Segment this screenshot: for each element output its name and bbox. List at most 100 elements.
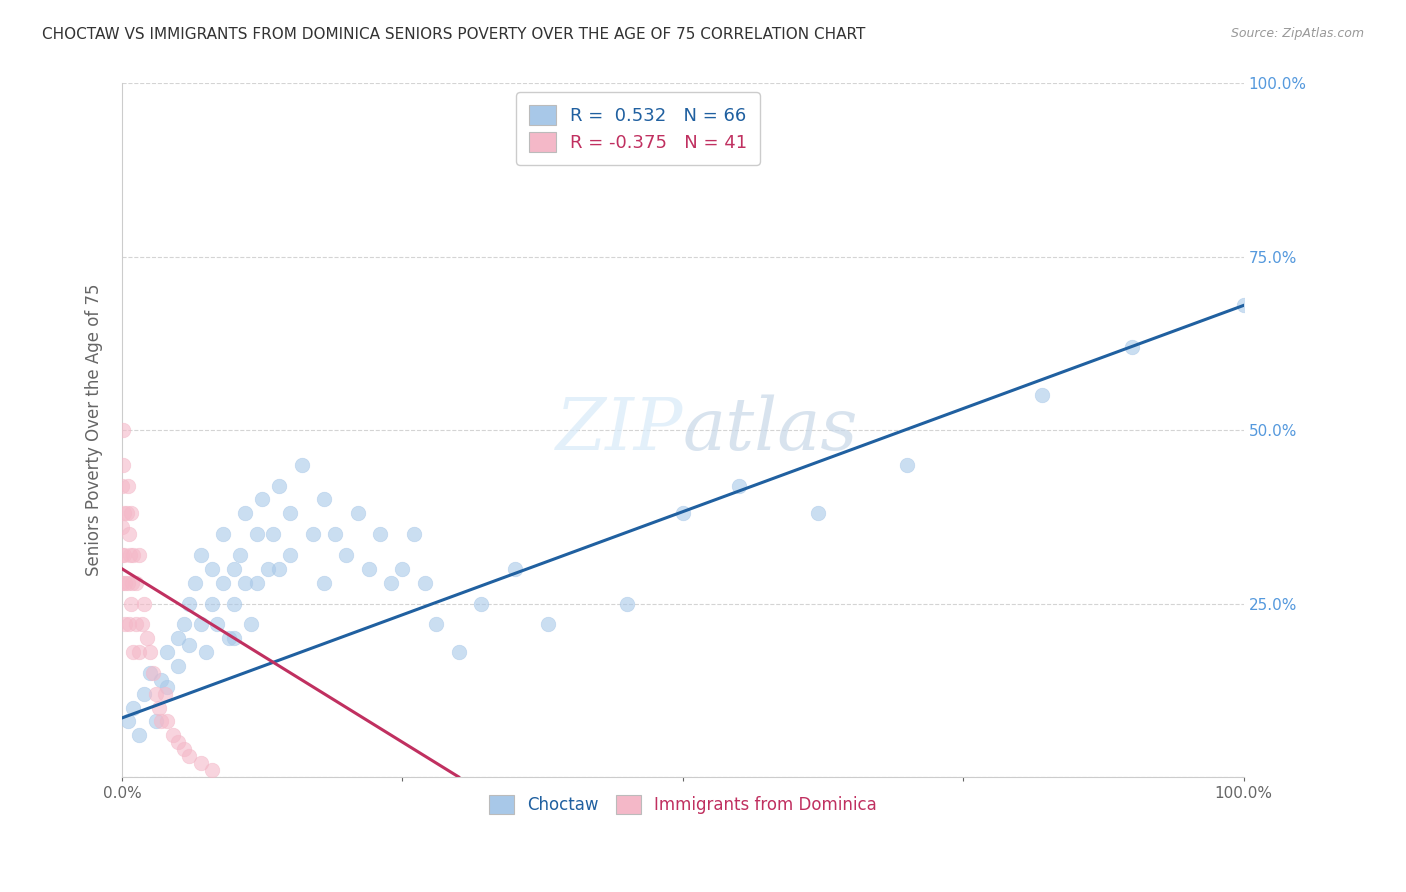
Point bbox=[346, 507, 368, 521]
Point bbox=[212, 527, 235, 541]
Point bbox=[806, 507, 828, 521]
Point bbox=[413, 575, 436, 590]
Point bbox=[235, 507, 257, 521]
Point bbox=[290, 458, 312, 472]
Point bbox=[112, 458, 135, 472]
Point bbox=[153, 687, 176, 701]
Point bbox=[1233, 298, 1256, 312]
Point bbox=[114, 617, 136, 632]
Point bbox=[224, 597, 246, 611]
Point bbox=[190, 617, 212, 632]
Point bbox=[184, 575, 207, 590]
Point bbox=[173, 617, 195, 632]
Point bbox=[179, 597, 201, 611]
Point bbox=[115, 507, 138, 521]
Point bbox=[246, 527, 269, 541]
Point bbox=[503, 562, 526, 576]
Point bbox=[145, 687, 167, 701]
Point bbox=[269, 562, 291, 576]
Point bbox=[537, 617, 560, 632]
Point bbox=[380, 575, 402, 590]
Point bbox=[190, 548, 212, 562]
Point bbox=[122, 700, 145, 714]
Point bbox=[167, 659, 190, 673]
Point bbox=[1121, 340, 1143, 354]
Point bbox=[301, 527, 323, 541]
Legend: Choctaw, Immigrants from Dominica: Choctaw, Immigrants from Dominica bbox=[479, 785, 887, 824]
Point bbox=[246, 575, 269, 590]
Point bbox=[240, 617, 263, 632]
Point bbox=[252, 492, 274, 507]
Text: CHOCTAW VS IMMIGRANTS FROM DOMINICA SENIORS POVERTY OVER THE AGE OF 75 CORRELATI: CHOCTAW VS IMMIGRANTS FROM DOMINICA SENI… bbox=[42, 27, 866, 42]
Point bbox=[269, 478, 291, 492]
Point bbox=[312, 492, 335, 507]
Point bbox=[134, 687, 156, 701]
Point bbox=[118, 617, 141, 632]
Point bbox=[142, 665, 165, 680]
Point bbox=[117, 714, 139, 729]
Point bbox=[150, 673, 173, 687]
Point bbox=[896, 458, 918, 472]
Point bbox=[134, 597, 156, 611]
Point bbox=[124, 575, 146, 590]
Point bbox=[167, 631, 190, 645]
Point bbox=[156, 645, 179, 659]
Point bbox=[229, 548, 252, 562]
Point bbox=[156, 714, 179, 729]
Point bbox=[1031, 388, 1053, 402]
Point bbox=[207, 617, 229, 632]
Point bbox=[122, 645, 145, 659]
Point bbox=[117, 478, 139, 492]
Point bbox=[120, 597, 142, 611]
Point bbox=[128, 645, 150, 659]
Point bbox=[335, 548, 357, 562]
Point bbox=[173, 742, 195, 756]
Point bbox=[235, 575, 257, 590]
Point bbox=[278, 548, 301, 562]
Point bbox=[114, 575, 136, 590]
Point bbox=[447, 645, 470, 659]
Point bbox=[728, 478, 751, 492]
Point bbox=[135, 631, 157, 645]
Point bbox=[470, 597, 492, 611]
Y-axis label: Seniors Poverty Over the Age of 75: Seniors Poverty Over the Age of 75 bbox=[86, 284, 103, 576]
Point bbox=[112, 548, 135, 562]
Point bbox=[212, 575, 235, 590]
Point bbox=[391, 562, 413, 576]
Point bbox=[156, 680, 179, 694]
Point bbox=[118, 527, 141, 541]
Point bbox=[167, 735, 190, 749]
Point bbox=[112, 423, 135, 437]
Point bbox=[312, 575, 335, 590]
Point bbox=[357, 562, 380, 576]
Point bbox=[121, 575, 143, 590]
Text: ZIP: ZIP bbox=[555, 395, 683, 466]
Point bbox=[190, 756, 212, 770]
Point bbox=[124, 617, 146, 632]
Point bbox=[139, 645, 162, 659]
Point bbox=[112, 507, 135, 521]
Point bbox=[179, 638, 201, 652]
Point bbox=[257, 562, 280, 576]
Point bbox=[201, 763, 224, 777]
Point bbox=[150, 714, 173, 729]
Point bbox=[323, 527, 346, 541]
Point bbox=[111, 575, 134, 590]
Point bbox=[111, 548, 134, 562]
Point bbox=[224, 631, 246, 645]
Point bbox=[139, 665, 162, 680]
Point bbox=[148, 700, 170, 714]
Point bbox=[120, 507, 142, 521]
Point bbox=[616, 597, 638, 611]
Point bbox=[162, 728, 184, 742]
Point bbox=[111, 478, 134, 492]
Point bbox=[278, 507, 301, 521]
Point bbox=[195, 645, 218, 659]
Point bbox=[263, 527, 285, 541]
Point bbox=[117, 575, 139, 590]
Point bbox=[402, 527, 425, 541]
Text: Source: ZipAtlas.com: Source: ZipAtlas.com bbox=[1230, 27, 1364, 40]
Point bbox=[224, 562, 246, 576]
Point bbox=[201, 597, 224, 611]
Point bbox=[128, 548, 150, 562]
